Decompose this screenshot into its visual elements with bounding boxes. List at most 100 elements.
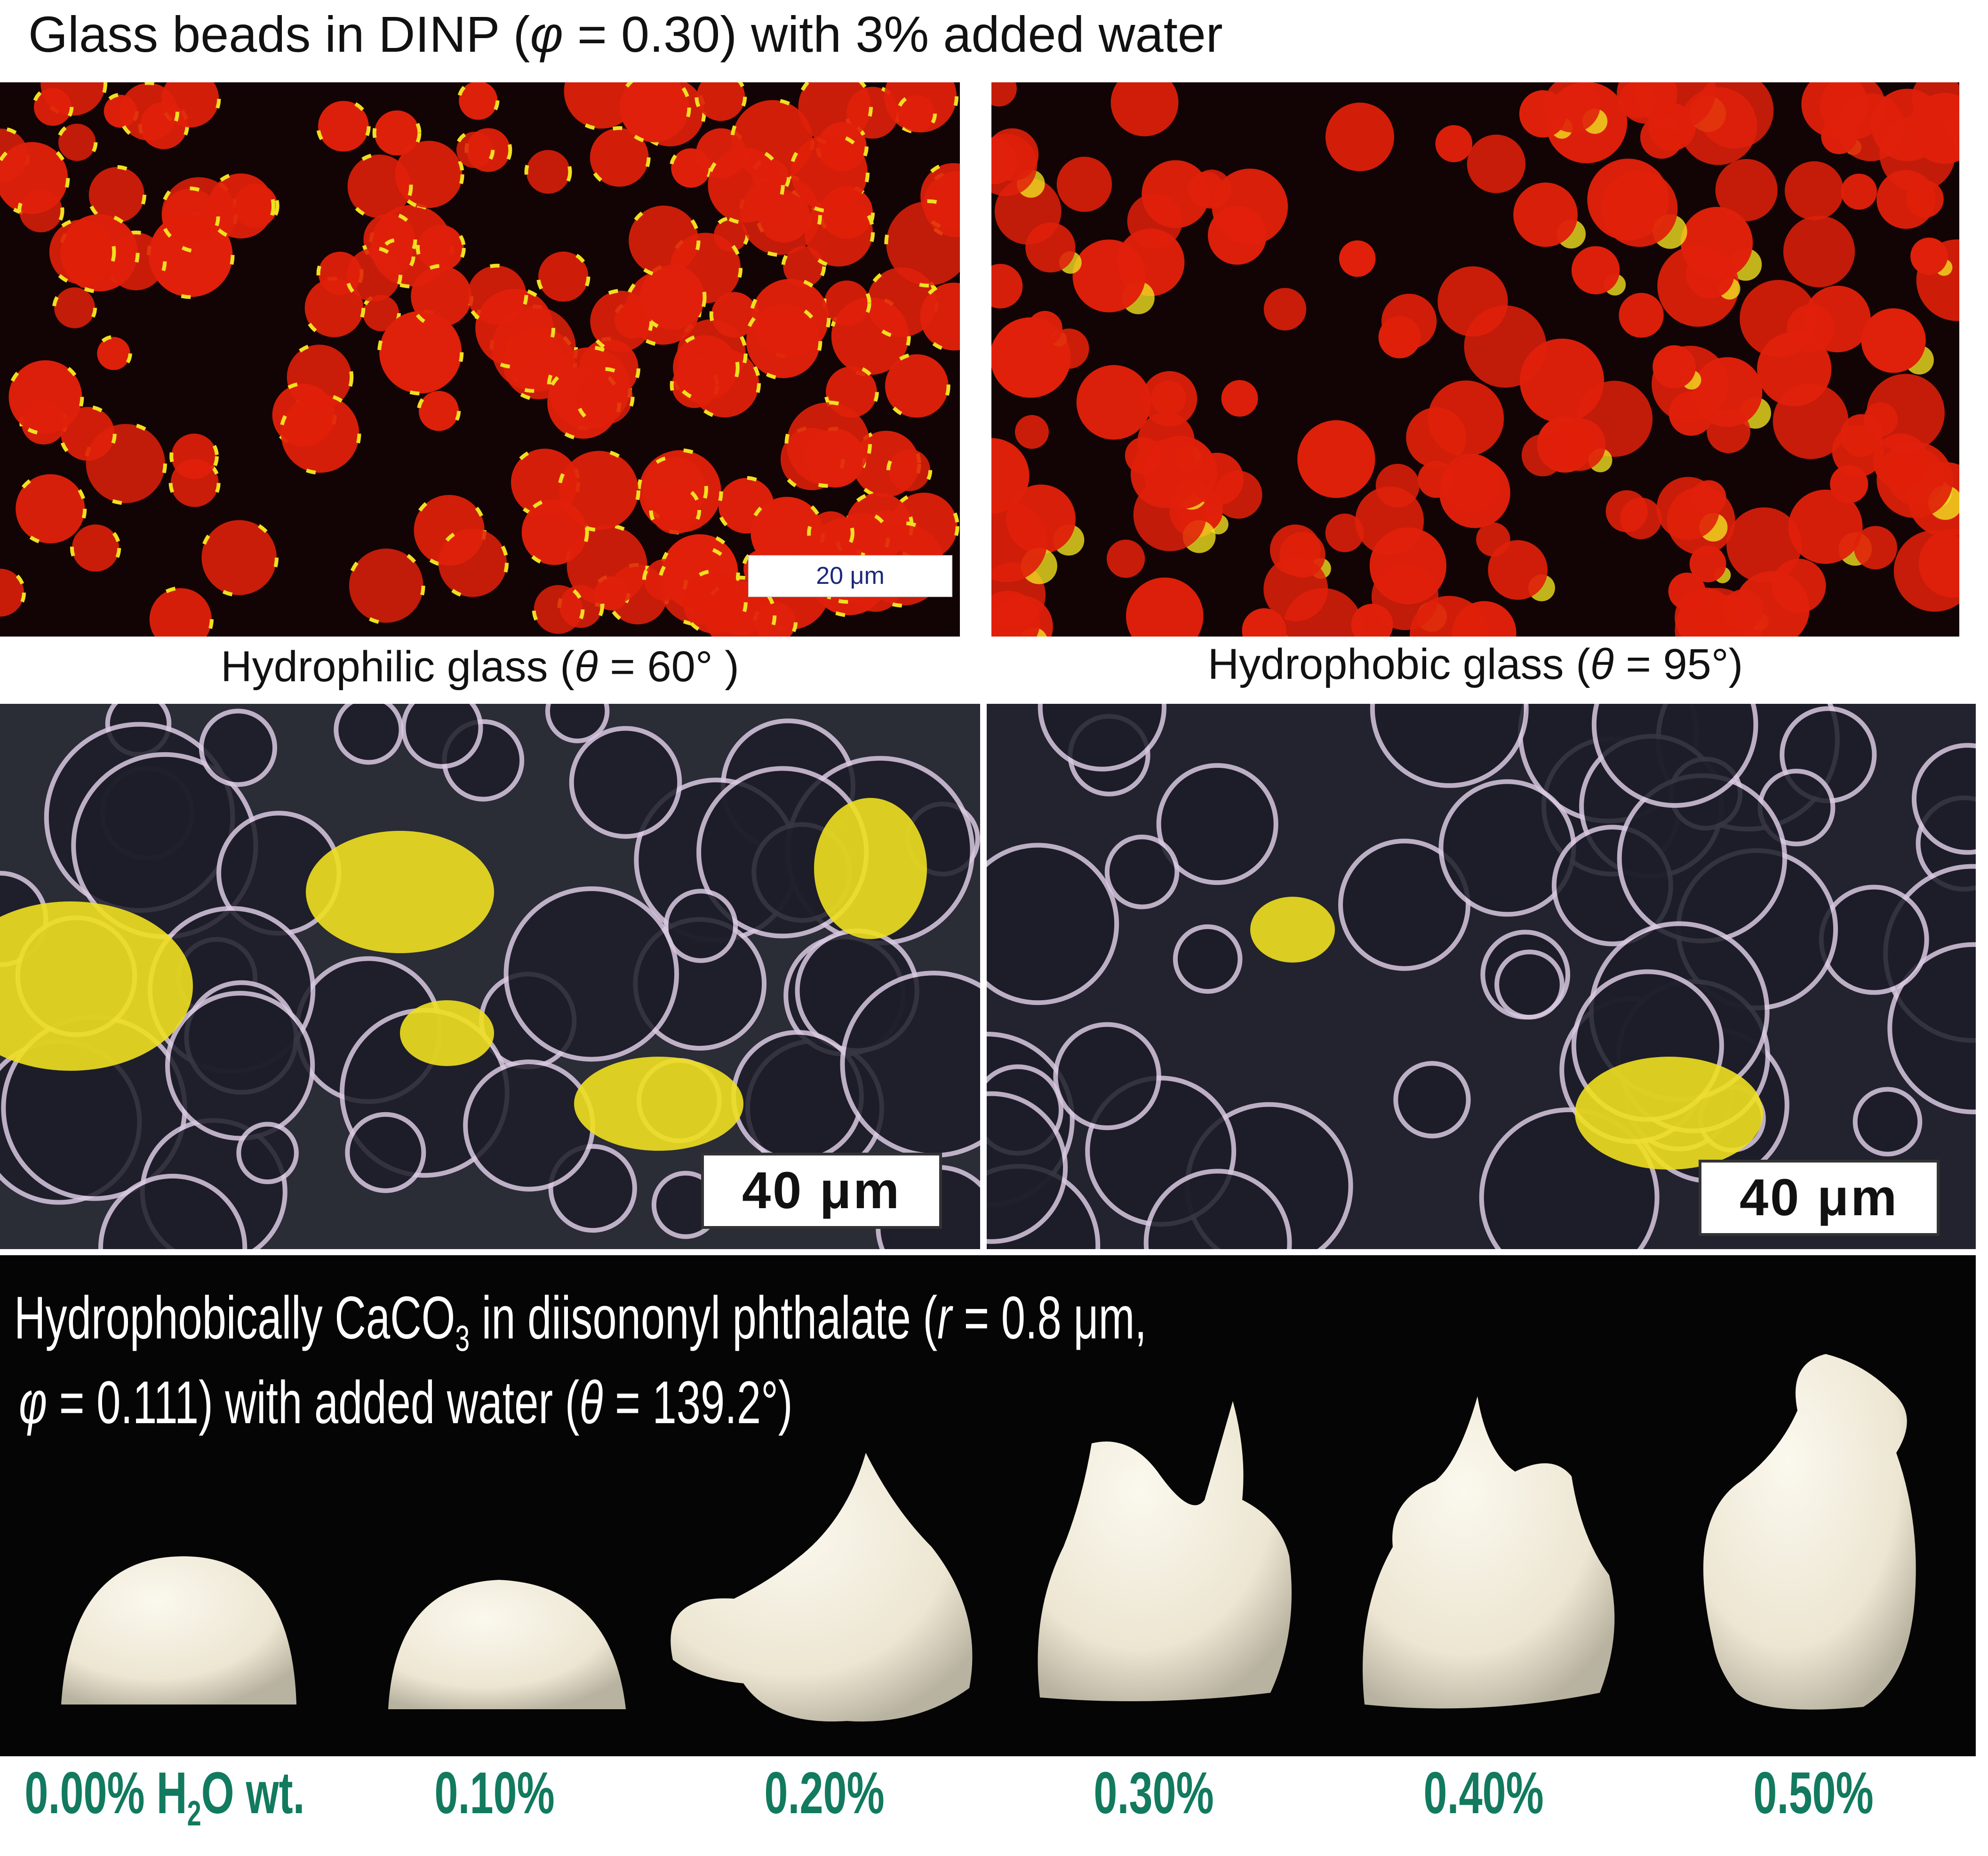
water-ring [883,352,950,420]
glass-bead [281,394,359,473]
glass-bead [1679,87,1757,165]
glass-bead [1242,608,1286,637]
water-ring [784,400,872,488]
glass-bead [165,991,315,1141]
water-ring [0,140,70,216]
glass-bead [1355,486,1424,556]
glass-bead [534,585,583,634]
water-label-5: 0.50% [1753,1760,1874,1826]
water-droplet [814,798,927,939]
caption-text-post: = 60° ) [598,643,739,691]
water-ring [824,364,879,420]
glass-bead [590,290,652,352]
water-ring [17,187,64,234]
glass-bead [162,188,218,245]
glass-bead [1918,529,1959,598]
glass-bead [651,486,700,534]
water-ring [473,287,556,369]
glass-bead [54,287,96,328]
water-label-1: 0.10% [434,1760,555,1826]
glass-bead [1406,407,1467,468]
glass-bead [418,390,459,431]
glass-bead [991,263,1023,309]
sample-0-50 [1703,1354,1916,1710]
glass-bead [1072,239,1146,313]
water-ring [575,367,635,427]
water-ring [818,184,875,241]
line1-subscript: 3 [455,1318,470,1359]
glass-bead [1620,497,1662,540]
glass-bead [1381,294,1437,349]
glass-bead [1143,1169,1292,1249]
glass-bead [120,83,178,141]
glass-bead [1056,157,1112,212]
glass-bead [1675,587,1735,637]
title-phi: φ [530,6,563,63]
sample-0-40 [1363,1396,1615,1709]
glass-bead [1656,477,1720,540]
glass-bead [1104,834,1180,909]
caption-text: Hydrophilic glass ( [221,643,575,691]
caption-text-post: = 95°) [1613,640,1743,688]
glass-bead [1053,1022,1161,1131]
line2-text: = 0.111) with added water ( [47,1369,580,1436]
water-droplet [400,1000,494,1066]
glass-bead [304,279,364,337]
glass-bead [347,248,400,302]
line2-theta: θ [579,1369,603,1436]
water-ring [888,491,959,562]
caption-theta: θ [574,643,598,691]
glass-bead [1591,704,1758,808]
water-ring [588,126,651,189]
glass-bead [417,225,464,271]
glass-bead [1467,135,1526,193]
glass-bead [1601,170,1678,247]
line1-text-b: in diisononyl phthalate ( [470,1284,938,1352]
glass-bead [991,82,1017,107]
glass-bead [1144,436,1217,510]
glass-bead [991,138,1017,184]
glass-bead [1476,522,1510,557]
water-ring [789,132,870,213]
water-ring [640,455,708,523]
glass-bead [379,311,462,394]
glass-bead [640,265,705,330]
glass-bead [411,266,472,327]
water-ring [361,293,401,333]
water-ring [882,82,959,135]
bottom-panel-line-1: Hydrophobically CaCO3 in diisononyl phth… [14,1283,1147,1360]
glass-bead [564,82,639,129]
glass-bead [201,520,277,595]
water-ring [39,82,108,118]
figure-title: Glass beads in DINP (φ = 0.30) with 3% a… [28,5,1223,64]
glass-bead [885,354,949,418]
scale-bar-40um-right: 40 μm [1699,1160,1940,1236]
water-ring [412,493,487,568]
water-ring [519,497,589,567]
water-ring [70,522,121,574]
water-label-2: 0.20% [764,1760,885,1826]
bottom-panel-line-2: φ = 0.111) with added water (θ = 139.2°) [19,1368,793,1437]
water-ring [147,586,214,637]
glass-bead [673,335,738,400]
glass-bead [809,511,853,555]
glass-bead [1435,125,1473,162]
glass-bead [798,82,871,143]
water-ring [753,600,798,637]
water-ring [886,447,933,494]
glass-bead [1038,704,1166,772]
water-label-0: 0.00% H2O wt. [24,1760,304,1833]
water-ring [361,212,417,268]
glass-bead [1325,513,1364,552]
glass-bead [334,704,404,765]
water-ring [52,285,97,330]
water-ring [815,120,869,173]
glass-bead [1910,237,1948,275]
water-droplet [306,831,494,953]
water-ring [681,569,748,636]
glass-bead [1025,222,1076,273]
glass-bead [569,726,682,839]
glass-bead [349,549,423,623]
glass-bead [1437,266,1508,337]
glass-bead [696,82,745,121]
